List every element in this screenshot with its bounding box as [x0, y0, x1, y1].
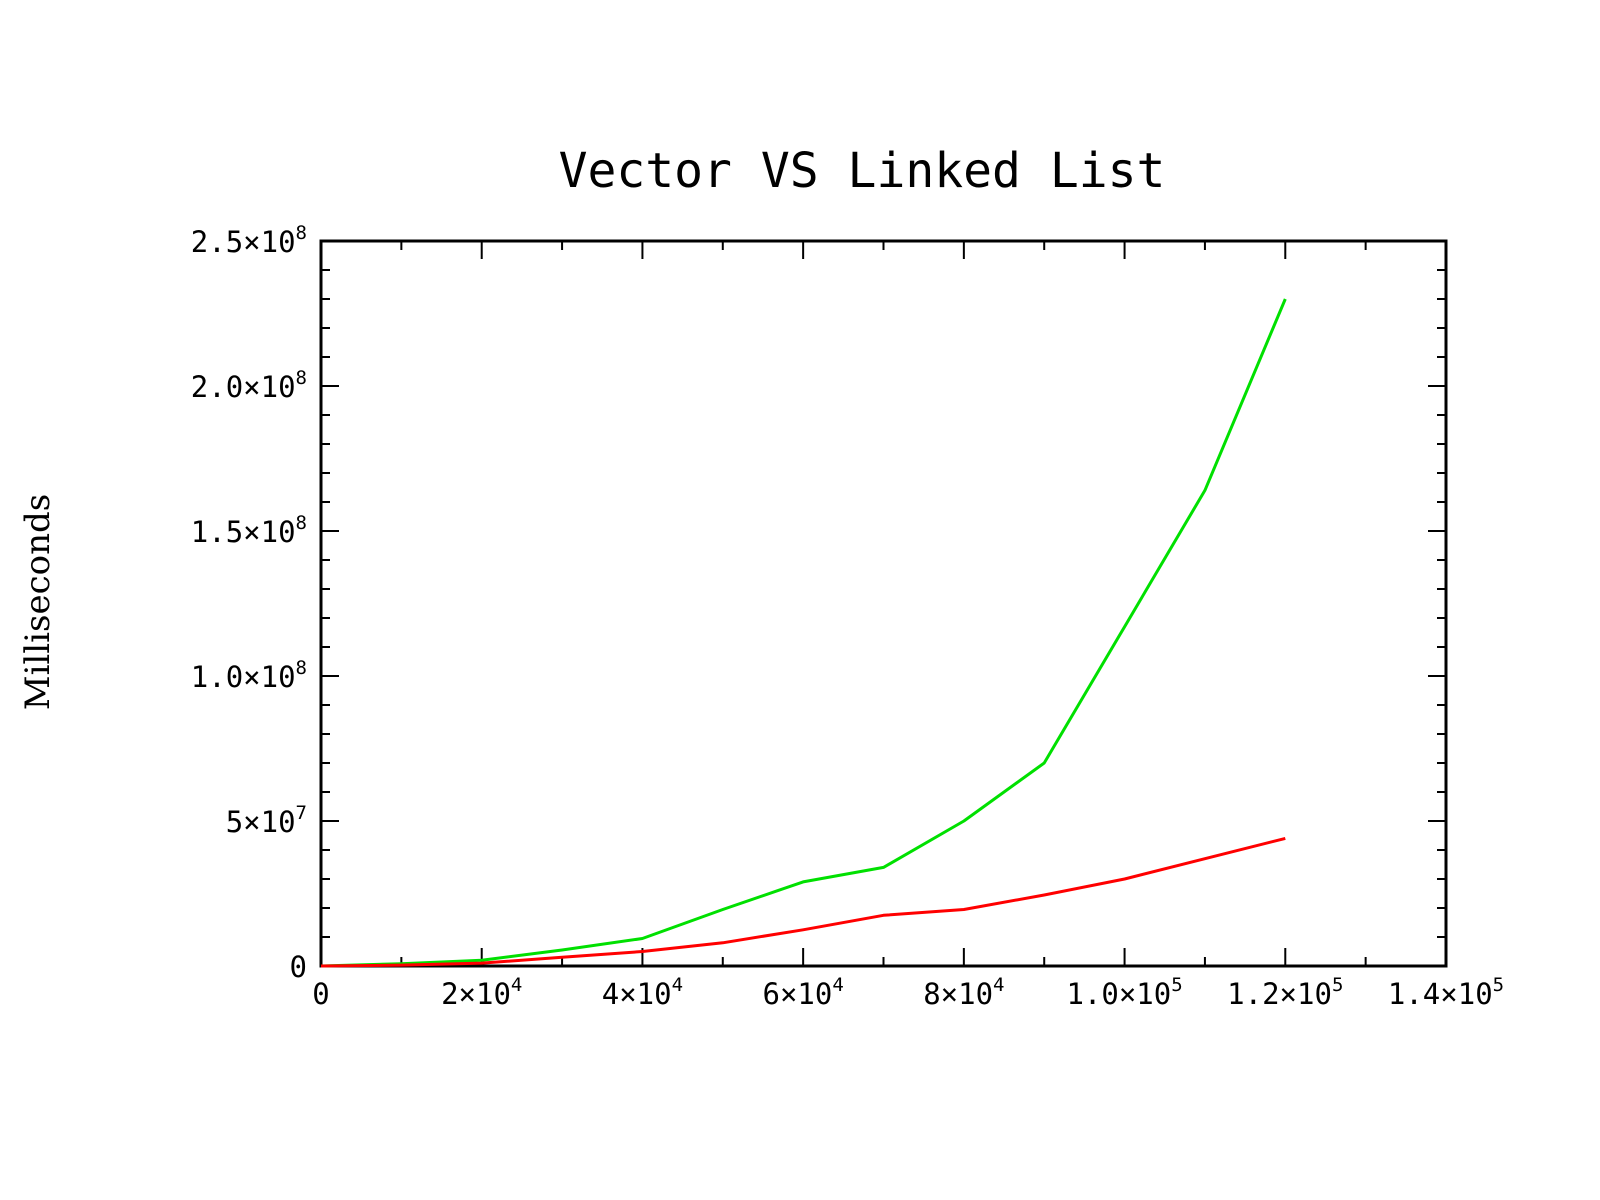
x-tick-label: 1.4×105 [1388, 974, 1504, 1011]
chart-title: Vector VS Linked List [559, 143, 1166, 199]
y-tick-label: 0 [290, 950, 307, 984]
x-tick-label: 8×104 [923, 974, 1004, 1011]
y-tick-label: 2.5×108 [191, 222, 307, 259]
x-tick-labels: 0 2×104 4×104 6×104 8×104 1.0×105 1.2×105 1.4×1… [312, 974, 1504, 1011]
x-tick-label: 2×104 [441, 974, 522, 1011]
x-tick-label: 1.0×105 [1066, 974, 1182, 1011]
y-tick-label: 5×107 [226, 802, 307, 839]
y-tick-label: 2.0×108 [191, 367, 307, 404]
plot-frame [319, 239, 1448, 968]
x-tick-label: 4×104 [602, 974, 683, 1011]
x-tick-label: 6×104 [762, 974, 843, 1011]
axis-ticks [320, 240, 1447, 967]
series-line-1 [320, 298, 1287, 968]
x-tick-label: 0 [312, 977, 329, 1011]
x-tick-label: 1.2×105 [1227, 974, 1343, 1011]
y-tick-label: 1.0×108 [191, 657, 307, 694]
y-tick-labels: 0 5×107 1.0×108 1.5×108 2.0×108 2.5×108 [191, 222, 307, 984]
y-axis-label: Milliseconds [18, 494, 58, 711]
y-tick-label: 1.5×108 [191, 512, 307, 549]
series-line-2 [320, 836, 1286, 968]
series-lines [320, 298, 1287, 968]
